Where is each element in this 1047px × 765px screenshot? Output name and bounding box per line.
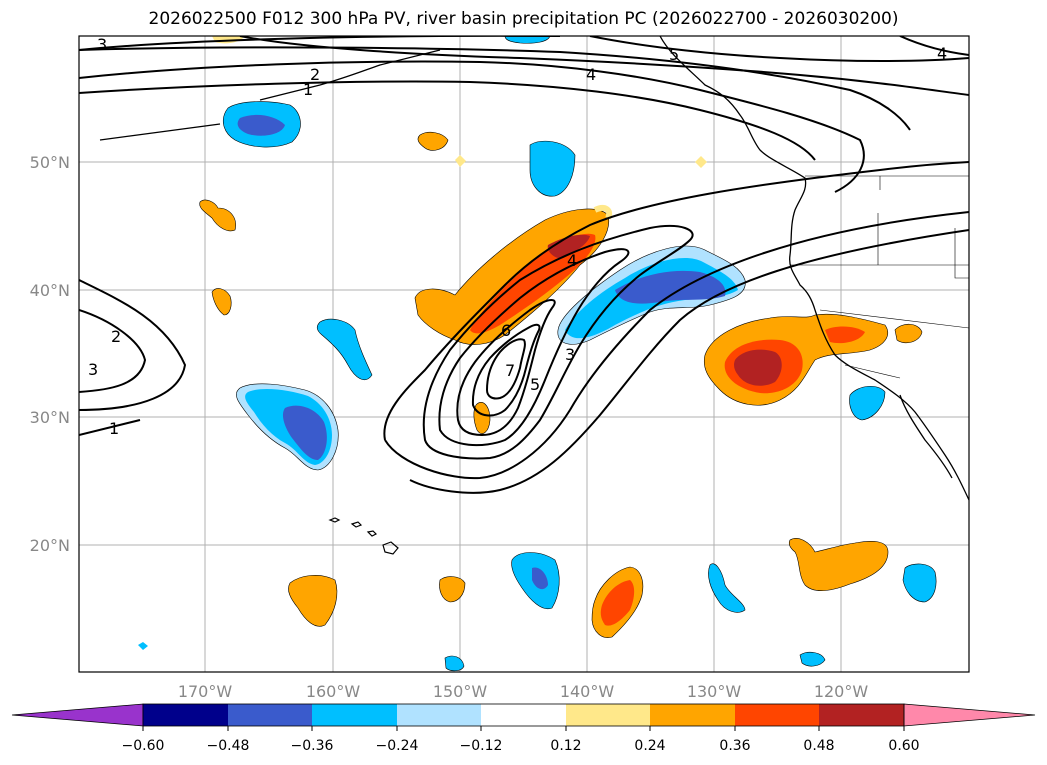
lat-label: 50°N	[30, 153, 70, 172]
map-area: 3 2 1 4 5 4 2 3 1 4 6 7 5 3	[79, 35, 969, 672]
contour-label: 1	[303, 80, 313, 99]
colorbar-ticks	[142, 726, 905, 731]
contour-label: 6	[501, 321, 511, 340]
contour-label: 3	[88, 360, 98, 379]
precip-fill	[138, 36, 937, 672]
lon-label: 150°W	[433, 682, 488, 701]
contour-label: 4	[567, 251, 577, 270]
colorbar-segment	[143, 704, 228, 726]
colorbar-tick-label: 0.36	[719, 738, 750, 754]
lon-labels: 170°W 160°W 150°W 140°W 130°W 120°W	[178, 682, 869, 701]
lon-label: 170°W	[178, 682, 233, 701]
contour-labels: 3 2 1 4 5 4 2 3 1 4 6 7 5 3	[88, 35, 947, 438]
colorbar-segment	[228, 704, 312, 726]
colorbar-tick-label: 0.24	[634, 738, 665, 754]
contour-label: 5	[669, 45, 679, 64]
lon-label: 160°W	[306, 682, 361, 701]
colorbar-under	[11, 703, 144, 727]
colorbar-tick-label: −0.60	[122, 738, 165, 754]
colorbar-segment	[566, 704, 650, 726]
colorbar-tick-label: 0.48	[803, 738, 834, 754]
colorbar-tick-label: −0.36	[291, 738, 334, 754]
lon-label: 130°W	[687, 682, 742, 701]
lat-label: 30°N	[30, 408, 70, 427]
hawaii-islands	[328, 517, 399, 555]
lon-label: 140°W	[560, 682, 615, 701]
colorbar-segment	[481, 704, 566, 726]
colorbar: −0.60 −0.48 −0.36 −0.24 −0.12 0.12 0.24 …	[11, 703, 1036, 754]
colorbar-segment	[819, 704, 904, 726]
map-frame	[78, 35, 970, 673]
colorbar-tick-label: −0.48	[207, 738, 250, 754]
colorbar-tick-label: 0.12	[550, 738, 581, 754]
contour-label: 2	[310, 65, 320, 84]
colorbar-tick-label: 0.60	[888, 738, 919, 754]
contour-label: 5	[530, 375, 540, 394]
lon-label: 120°W	[814, 682, 869, 701]
coastlines	[99, 36, 969, 501]
contour-label: 4	[586, 65, 596, 84]
colorbar-over	[903, 703, 1036, 727]
lat-label: 20°N	[30, 536, 70, 555]
contour-label: 1	[109, 419, 119, 438]
colorbar-segment	[397, 704, 481, 726]
contour-label: 2	[111, 327, 121, 346]
contour-label: 4	[937, 44, 947, 63]
contour-label: 7	[505, 361, 515, 380]
colorbar-segment	[312, 704, 397, 726]
colorbar-segment	[650, 704, 735, 726]
lat-labels: 50°N 40°N 30°N 20°N	[30, 153, 70, 555]
colorbar-tick-label: −0.12	[460, 738, 503, 754]
pv-contours	[79, 36, 969, 494]
colorbar-tick-label: −0.24	[376, 738, 419, 754]
lat-label: 40°N	[30, 281, 70, 300]
colorbar-segment	[735, 704, 819, 726]
contour-label: 3	[565, 345, 575, 364]
contour-label: 3	[97, 35, 107, 54]
map-title: 2026022500 F012 300 hPa PV, river basin …	[148, 9, 899, 29]
